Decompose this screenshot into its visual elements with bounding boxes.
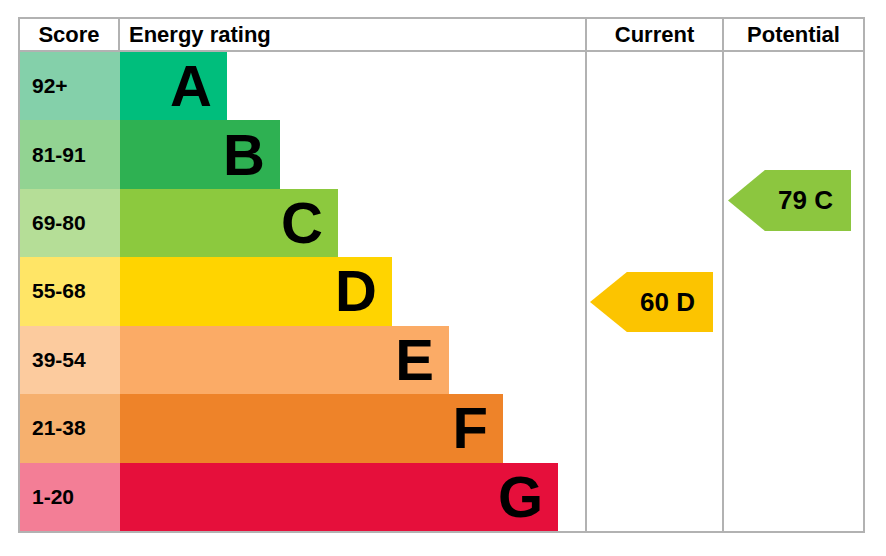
current-cell-c	[585, 189, 722, 257]
current-cell-b	[585, 120, 722, 188]
rating-cell-b: B	[120, 120, 585, 188]
potential-cell-d	[722, 257, 863, 325]
epc-chart: Score Energy rating Current Potential 92…	[0, 0, 886, 556]
rating-bar-c: C	[120, 189, 338, 257]
potential-cell-a	[722, 52, 863, 120]
band-row-a: 92+ A	[20, 52, 863, 120]
rating-bar-d: D	[120, 257, 392, 325]
band-rows: 92+ A 81-91 B 69-80 C	[20, 52, 863, 531]
current-cell-g	[585, 463, 722, 531]
rating-cell-f: F	[120, 394, 585, 462]
epc-table: Score Energy rating Current Potential 92…	[18, 17, 865, 533]
header-energy-rating: Energy rating	[120, 19, 585, 50]
score-cell-c: 69-80	[20, 189, 120, 257]
current-cell-f	[585, 394, 722, 462]
score-cell-f: 21-38	[20, 394, 120, 462]
rating-bar-e: E	[120, 326, 449, 394]
rating-cell-e: E	[120, 326, 585, 394]
band-row-d: 55-68 D	[20, 257, 863, 325]
score-cell-b: 81-91	[20, 120, 120, 188]
rating-bar-g: G	[120, 463, 558, 531]
rating-cell-c: C	[120, 189, 585, 257]
header-score: Score	[20, 19, 120, 50]
potential-cell-e	[722, 326, 863, 394]
rating-cell-g: G	[120, 463, 585, 531]
score-cell-e: 39-54	[20, 326, 120, 394]
score-cell-g: 1-20	[20, 463, 120, 531]
band-row-g: 1-20 G	[20, 463, 863, 531]
table-header: Score Energy rating Current Potential	[20, 19, 863, 52]
header-potential: Potential	[722, 19, 863, 50]
score-cell-d: 55-68	[20, 257, 120, 325]
rating-bar-f: F	[120, 394, 503, 462]
score-cell-a: 92+	[20, 52, 120, 120]
band-row-f: 21-38 F	[20, 394, 863, 462]
band-row-e: 39-54 E	[20, 326, 863, 394]
rating-bar-a: A	[120, 52, 227, 120]
rating-cell-d: D	[120, 257, 585, 325]
current-cell-a	[585, 52, 722, 120]
rating-bar-b: B	[120, 120, 280, 188]
potential-cell-g	[722, 463, 863, 531]
current-cell-e	[585, 326, 722, 394]
header-current: Current	[585, 19, 722, 50]
band-row-b: 81-91 B	[20, 120, 863, 188]
rating-cell-a: A	[120, 52, 585, 120]
potential-cell-f	[722, 394, 863, 462]
